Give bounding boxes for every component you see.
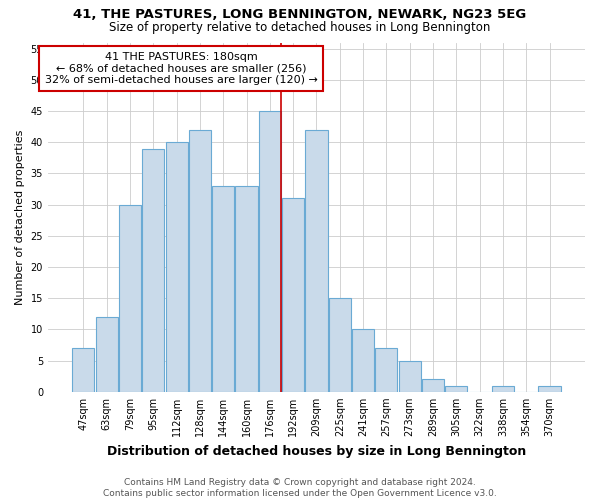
Bar xyxy=(538,386,560,392)
Bar xyxy=(376,348,397,392)
Bar xyxy=(95,317,118,392)
Bar xyxy=(398,360,421,392)
Bar xyxy=(282,198,304,392)
Bar xyxy=(329,298,351,392)
Bar xyxy=(492,386,514,392)
Text: Size of property relative to detached houses in Long Bennington: Size of property relative to detached ho… xyxy=(109,21,491,34)
Bar xyxy=(235,186,257,392)
Bar xyxy=(73,348,94,392)
Text: Contains HM Land Registry data © Crown copyright and database right 2024.
Contai: Contains HM Land Registry data © Crown c… xyxy=(103,478,497,498)
Bar xyxy=(189,130,211,392)
Bar xyxy=(305,130,328,392)
Text: 41, THE PASTURES, LONG BENNINGTON, NEWARK, NG23 5EG: 41, THE PASTURES, LONG BENNINGTON, NEWAR… xyxy=(73,8,527,20)
Bar xyxy=(445,386,467,392)
Bar xyxy=(352,330,374,392)
X-axis label: Distribution of detached houses by size in Long Bennington: Distribution of detached houses by size … xyxy=(107,444,526,458)
Bar xyxy=(166,142,188,392)
Bar xyxy=(142,148,164,392)
Text: 41 THE PASTURES: 180sqm
← 68% of detached houses are smaller (256)
32% of semi-d: 41 THE PASTURES: 180sqm ← 68% of detache… xyxy=(45,52,318,85)
Bar xyxy=(422,380,444,392)
Y-axis label: Number of detached properties: Number of detached properties xyxy=(15,130,25,305)
Bar xyxy=(259,111,281,392)
Bar xyxy=(212,186,235,392)
Bar xyxy=(119,204,141,392)
